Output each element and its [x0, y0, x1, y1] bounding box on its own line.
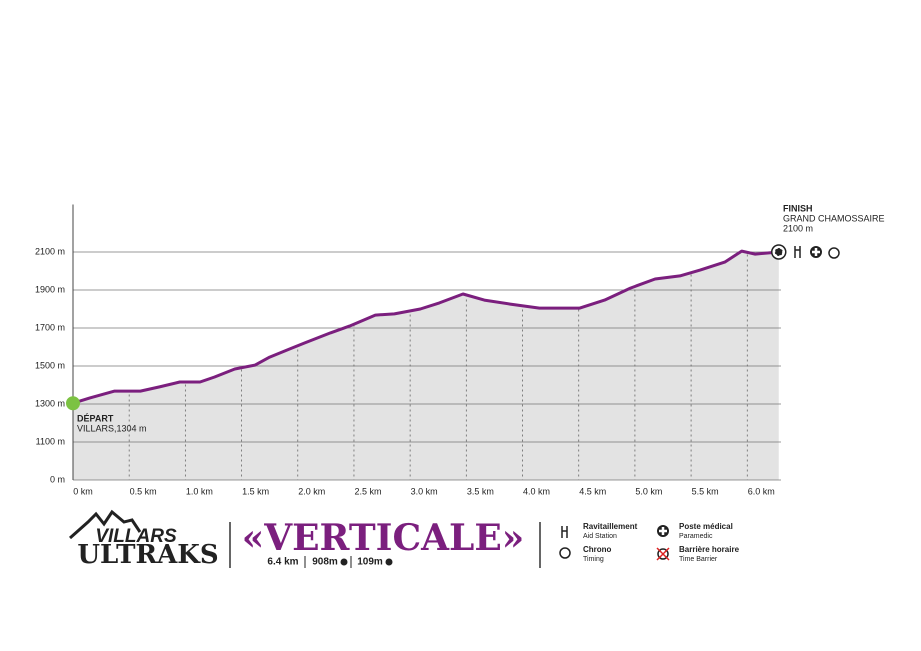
x-tick-label: 4.5 km — [579, 486, 606, 496]
x-tick-label: 6.0 km — [748, 486, 775, 496]
start-label: VILLARS,1304 m — [77, 423, 147, 433]
stat: 6.4 km — [267, 557, 298, 568]
y-tick-label: 2100 m — [35, 246, 65, 256]
race-title: «VERTICALE» — [242, 517, 525, 559]
x-tick-label: 2.5 km — [354, 486, 381, 496]
aid-icon — [561, 526, 568, 538]
stat: 908m — [312, 557, 338, 568]
legend: Ravitaillement Aid Station Poste médical… — [559, 522, 740, 563]
logo-mountain — [69, 509, 142, 540]
medic-icon — [812, 248, 820, 256]
barrier-icon — [657, 548, 669, 560]
y-tick-label: 1900 m — [35, 284, 65, 294]
x-tick-label: 0 km — [73, 486, 93, 496]
medic-icon — [659, 527, 667, 535]
logo-text: VILLARS — [95, 526, 177, 547]
profile-line — [72, 249, 779, 405]
start-title: DÉPART — [77, 413, 114, 423]
timing-icon — [559, 547, 571, 559]
legend-label: Timing — [583, 556, 604, 563]
y-tick-label: 0 m — [50, 474, 65, 484]
legend-label: Paramedic — [679, 533, 713, 540]
x-tick-label: 5.0 km — [635, 486, 662, 496]
legend-title: Ravitaillement — [583, 522, 638, 531]
stat: 109m — [357, 557, 383, 568]
aid-icon — [794, 246, 801, 258]
ascent-icon — [340, 558, 348, 566]
x-tick-label: 1.0 km — [186, 486, 213, 496]
y-tick-label: 1300 m — [35, 398, 65, 408]
y-tick-label: 1100 m — [36, 436, 65, 446]
legend-title: Poste médical — [679, 522, 733, 531]
legend-title: Chrono — [583, 545, 612, 554]
x-tick-label: 0.5 km — [130, 486, 157, 496]
timing-icon — [828, 247, 840, 259]
footer: VILLARS ULTRAKS «VERTICALE» 6.4 km 908m … — [69, 509, 740, 570]
legend-title: Barrière horaire — [679, 545, 740, 554]
x-tick-label: 3.5 km — [467, 486, 494, 496]
start-marker — [66, 396, 80, 411]
x-tick-label: 1.5 km — [242, 486, 269, 496]
legend-label: Aid Station — [583, 533, 617, 540]
x-tick-label: 3.0 km — [411, 486, 438, 496]
finish-label: GRAND CHAMOSSAIRE — [783, 213, 885, 223]
finish-title: FINISH — [783, 203, 813, 213]
area — [73, 251, 779, 480]
finish-elevation: 2100 m — [783, 223, 813, 233]
y-tick-label: 1500 m — [35, 360, 65, 370]
y-tick-label: 1700 m — [35, 322, 65, 332]
legend-label: Time Barrier — [679, 556, 718, 563]
x-tick-label: 4.0 km — [523, 486, 550, 496]
logo-text: ULTRAKS — [77, 540, 218, 570]
finish-marker — [774, 247, 784, 257]
descent-icon — [385, 558, 393, 566]
x-tick-label: 2.0 km — [298, 486, 325, 496]
barrier-icon — [656, 547, 670, 561]
x-tick-label: 5.5 km — [692, 486, 719, 496]
